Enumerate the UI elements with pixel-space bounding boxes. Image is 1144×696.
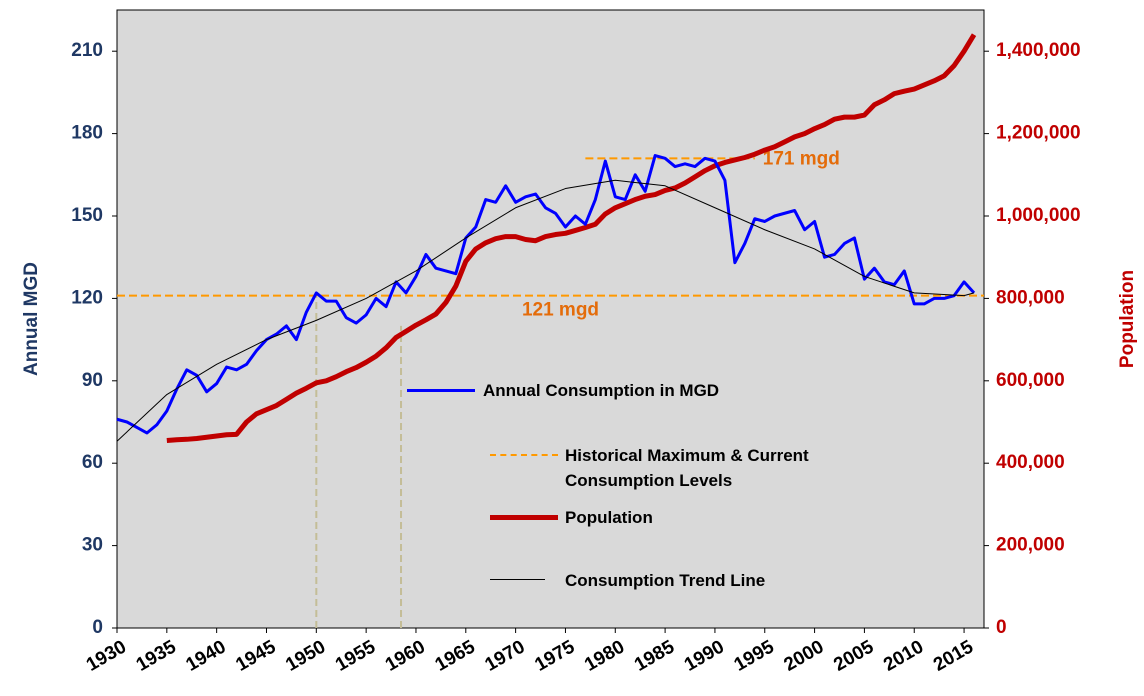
x-tick-label: 2005 — [830, 636, 877, 676]
y-tick-label: 60 — [82, 452, 103, 473]
x-tick-label: 1930 — [83, 636, 130, 675]
x-tick-label: 1975 — [531, 636, 578, 676]
legend-label: Historical Maximum & Current Consumption… — [565, 446, 809, 490]
legend-swatch — [490, 515, 558, 520]
x-tick-label: 2000 — [780, 636, 827, 675]
x-tick-label: 1935 — [133, 636, 180, 676]
legend-label: Consumption Trend Line — [565, 571, 766, 590]
y2-tick-label: 1,200,000 — [996, 123, 1081, 144]
x-tick-label: 2015 — [930, 636, 977, 676]
x-tick-label: 1955 — [332, 636, 379, 676]
x-tick-label: 1940 — [183, 636, 230, 675]
y-tick-label: 210 — [71, 40, 103, 61]
legend-swatch — [407, 389, 475, 392]
x-tick-label: 1960 — [382, 636, 429, 675]
x-tick-label: 1985 — [631, 636, 678, 676]
x-tick-label: 1990 — [681, 636, 728, 675]
y-tick-label: 30 — [82, 535, 103, 556]
y-tick-label: 0 — [92, 617, 103, 638]
y2-tick-label: 400,000 — [996, 452, 1065, 473]
x-tick-label: 1945 — [232, 636, 279, 676]
x-tick-label: 1995 — [731, 636, 778, 676]
series-line — [166, 33, 977, 444]
legend-swatch — [490, 454, 558, 456]
legend-label: Annual Consumption in MGD — [483, 381, 720, 400]
legend-swatch — [490, 579, 545, 580]
plot-area — [116, 9, 985, 629]
y2-tick-label: 600,000 — [996, 370, 1065, 391]
y-tick-label: 180 — [71, 123, 103, 144]
x-tick-label: 2010 — [880, 636, 927, 675]
y2-tick-label: 200,000 — [996, 535, 1065, 556]
series-line — [116, 179, 975, 442]
y-axis-label: Annual MGD — [21, 262, 42, 376]
y2-tick-label: 0 — [996, 617, 1007, 638]
series-line — [116, 154, 976, 435]
x-tick-label: 1950 — [282, 636, 329, 675]
reference-label: 121 mgd — [522, 300, 599, 321]
y2-axis-label: Population — [1117, 270, 1138, 368]
y2-tick-label: 1,000,000 — [996, 205, 1081, 226]
y-tick-label: 90 — [82, 370, 103, 391]
x-tick-label: 1980 — [581, 636, 628, 675]
x-tick-label: 1965 — [432, 636, 479, 676]
y-tick-label: 150 — [71, 205, 103, 226]
legend-label: Population — [565, 508, 653, 527]
y2-tick-label: 1,400,000 — [996, 40, 1081, 61]
y-tick-label: 120 — [71, 287, 103, 308]
y2-tick-label: 800,000 — [996, 287, 1065, 308]
reference-label: 171 mgd — [763, 148, 840, 169]
x-tick-label: 1970 — [482, 636, 529, 675]
